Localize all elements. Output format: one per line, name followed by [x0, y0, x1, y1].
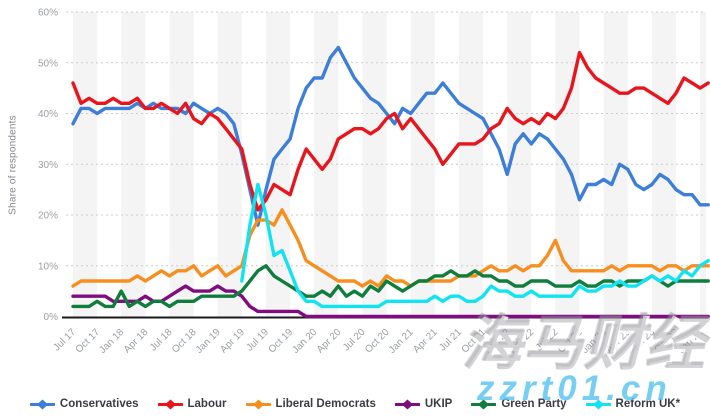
plot-band [700, 12, 706, 317]
x-tick-label: Jan 23 [580, 327, 609, 356]
x-tick-label: Oct 17 [74, 327, 103, 356]
series-line-labour[interactable] [71, 50, 710, 212]
line-diamond-marker-icon [245, 399, 271, 409]
x-tick-label: Oct 19 [267, 327, 296, 356]
y-axis-title: Share of respondents [7, 115, 19, 215]
x-tick-label: Jan 22 [483, 327, 512, 356]
x-tick-label: Oct 18 [170, 327, 199, 356]
legend-label: Conservatives [59, 398, 139, 410]
legend-label: Green Party [501, 398, 567, 410]
series-line-green-party[interactable] [71, 264, 710, 309]
x-tick-label: Jan 21 [387, 327, 416, 356]
y-tick-label: 60% [38, 8, 58, 19]
legend-label: Labour [187, 398, 227, 410]
y-tick-label: 40% [38, 109, 58, 120]
x-tick-label: Jan 18 [97, 327, 126, 356]
line-diamond-marker-icon [394, 399, 420, 409]
y-tick-label: 0% [44, 312, 59, 323]
x-tick-label: Oct 22 [556, 327, 585, 356]
legend-label: UKIP [424, 398, 453, 410]
legend-item-green-party[interactable]: Green Party [471, 398, 567, 410]
legend-item-liberal-democrats[interactable]: Liberal Democrats [245, 398, 376, 410]
y-tick-label: 10% [38, 261, 58, 272]
series-line-ukip[interactable] [71, 284, 710, 319]
x-tick-label: Apr 19 [218, 327, 247, 356]
line-diamond-marker-icon [471, 399, 497, 409]
legend-label: Reform UK* [615, 398, 681, 410]
y-tick-label: 20% [38, 211, 58, 222]
series-line-liberal-democrats[interactable] [71, 208, 710, 288]
x-tick-label: Apr 23 [604, 327, 633, 356]
x-tick-label: Apr 18 [122, 327, 151, 356]
y-tick-label: 50% [38, 58, 58, 69]
x-tick-label: Oct 23 [653, 327, 682, 356]
x-tick-label: Jan 24 [676, 327, 705, 356]
legend-item-conservatives[interactable]: Conservatives [29, 398, 139, 410]
x-tick-label: Apr 22 [508, 327, 537, 356]
x-tick-label: Apr 21 [411, 327, 440, 356]
legend-item-ukip[interactable]: UKIP [394, 398, 453, 410]
line-diamond-marker-icon [29, 399, 55, 409]
x-tick-label: Jan 20 [290, 327, 319, 356]
line-diamond-marker-icon [585, 399, 611, 409]
legend-item-labour[interactable]: Labour [157, 398, 227, 410]
x-tick-label: Apr 20 [315, 327, 344, 356]
x-tick-label: Oct 20 [363, 327, 392, 356]
series-line-reform-uk[interactable] [240, 182, 710, 309]
line-diamond-marker-icon [157, 399, 183, 409]
y-tick-label: 30% [38, 160, 58, 171]
legend: Conservatives Labour Liberal Democrats U… [0, 398, 710, 410]
x-tick-label: Jan 19 [194, 327, 223, 356]
legend-item-reform-uk[interactable]: Reform UK* [585, 398, 681, 410]
legend-label: Liberal Democrats [275, 398, 376, 410]
x-tick-label: Oct 21 [460, 327, 489, 356]
